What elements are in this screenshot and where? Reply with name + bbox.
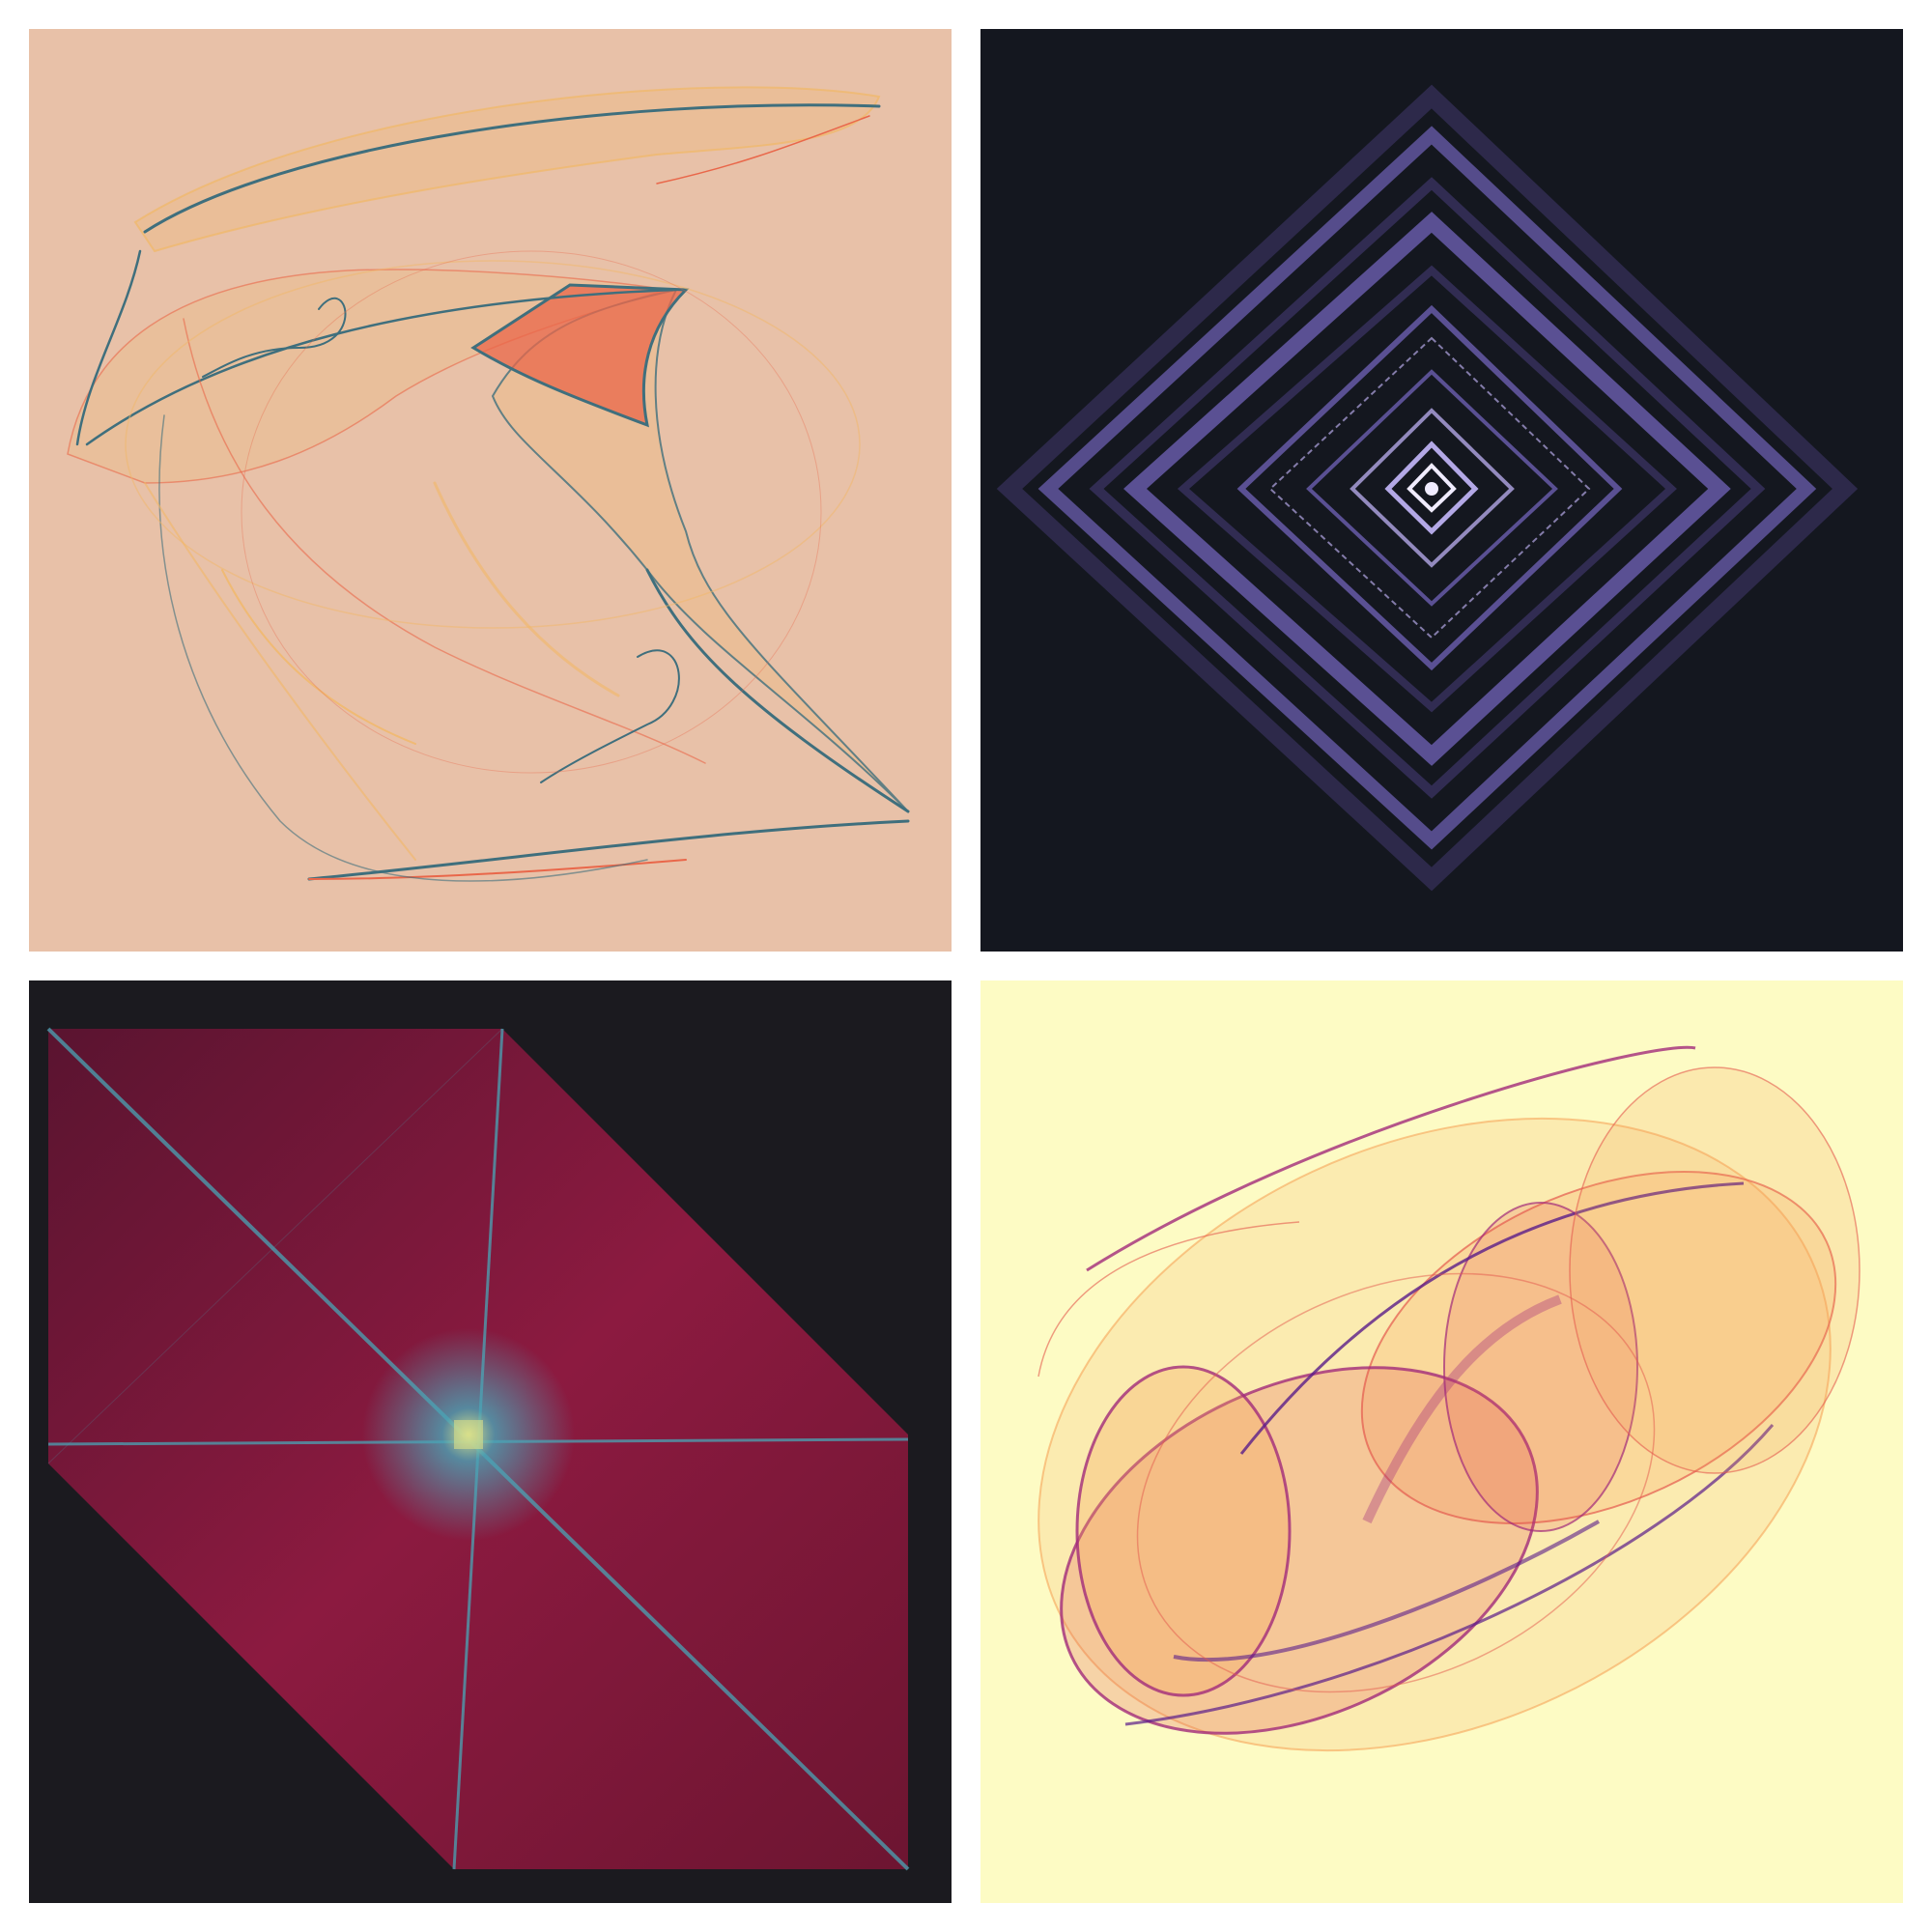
strange-attractor-image	[29, 29, 952, 952]
attractor-peach-image	[29, 29, 952, 952]
attractor-cylinder-image	[980, 980, 1903, 1903]
attractor-diamond-image	[980, 29, 1903, 952]
cube-attractor-image	[29, 980, 952, 1903]
attractor-cube-image	[29, 980, 952, 1903]
cylinder-attractor-image	[980, 980, 1903, 1903]
diamond-attractor-image	[980, 29, 1903, 952]
